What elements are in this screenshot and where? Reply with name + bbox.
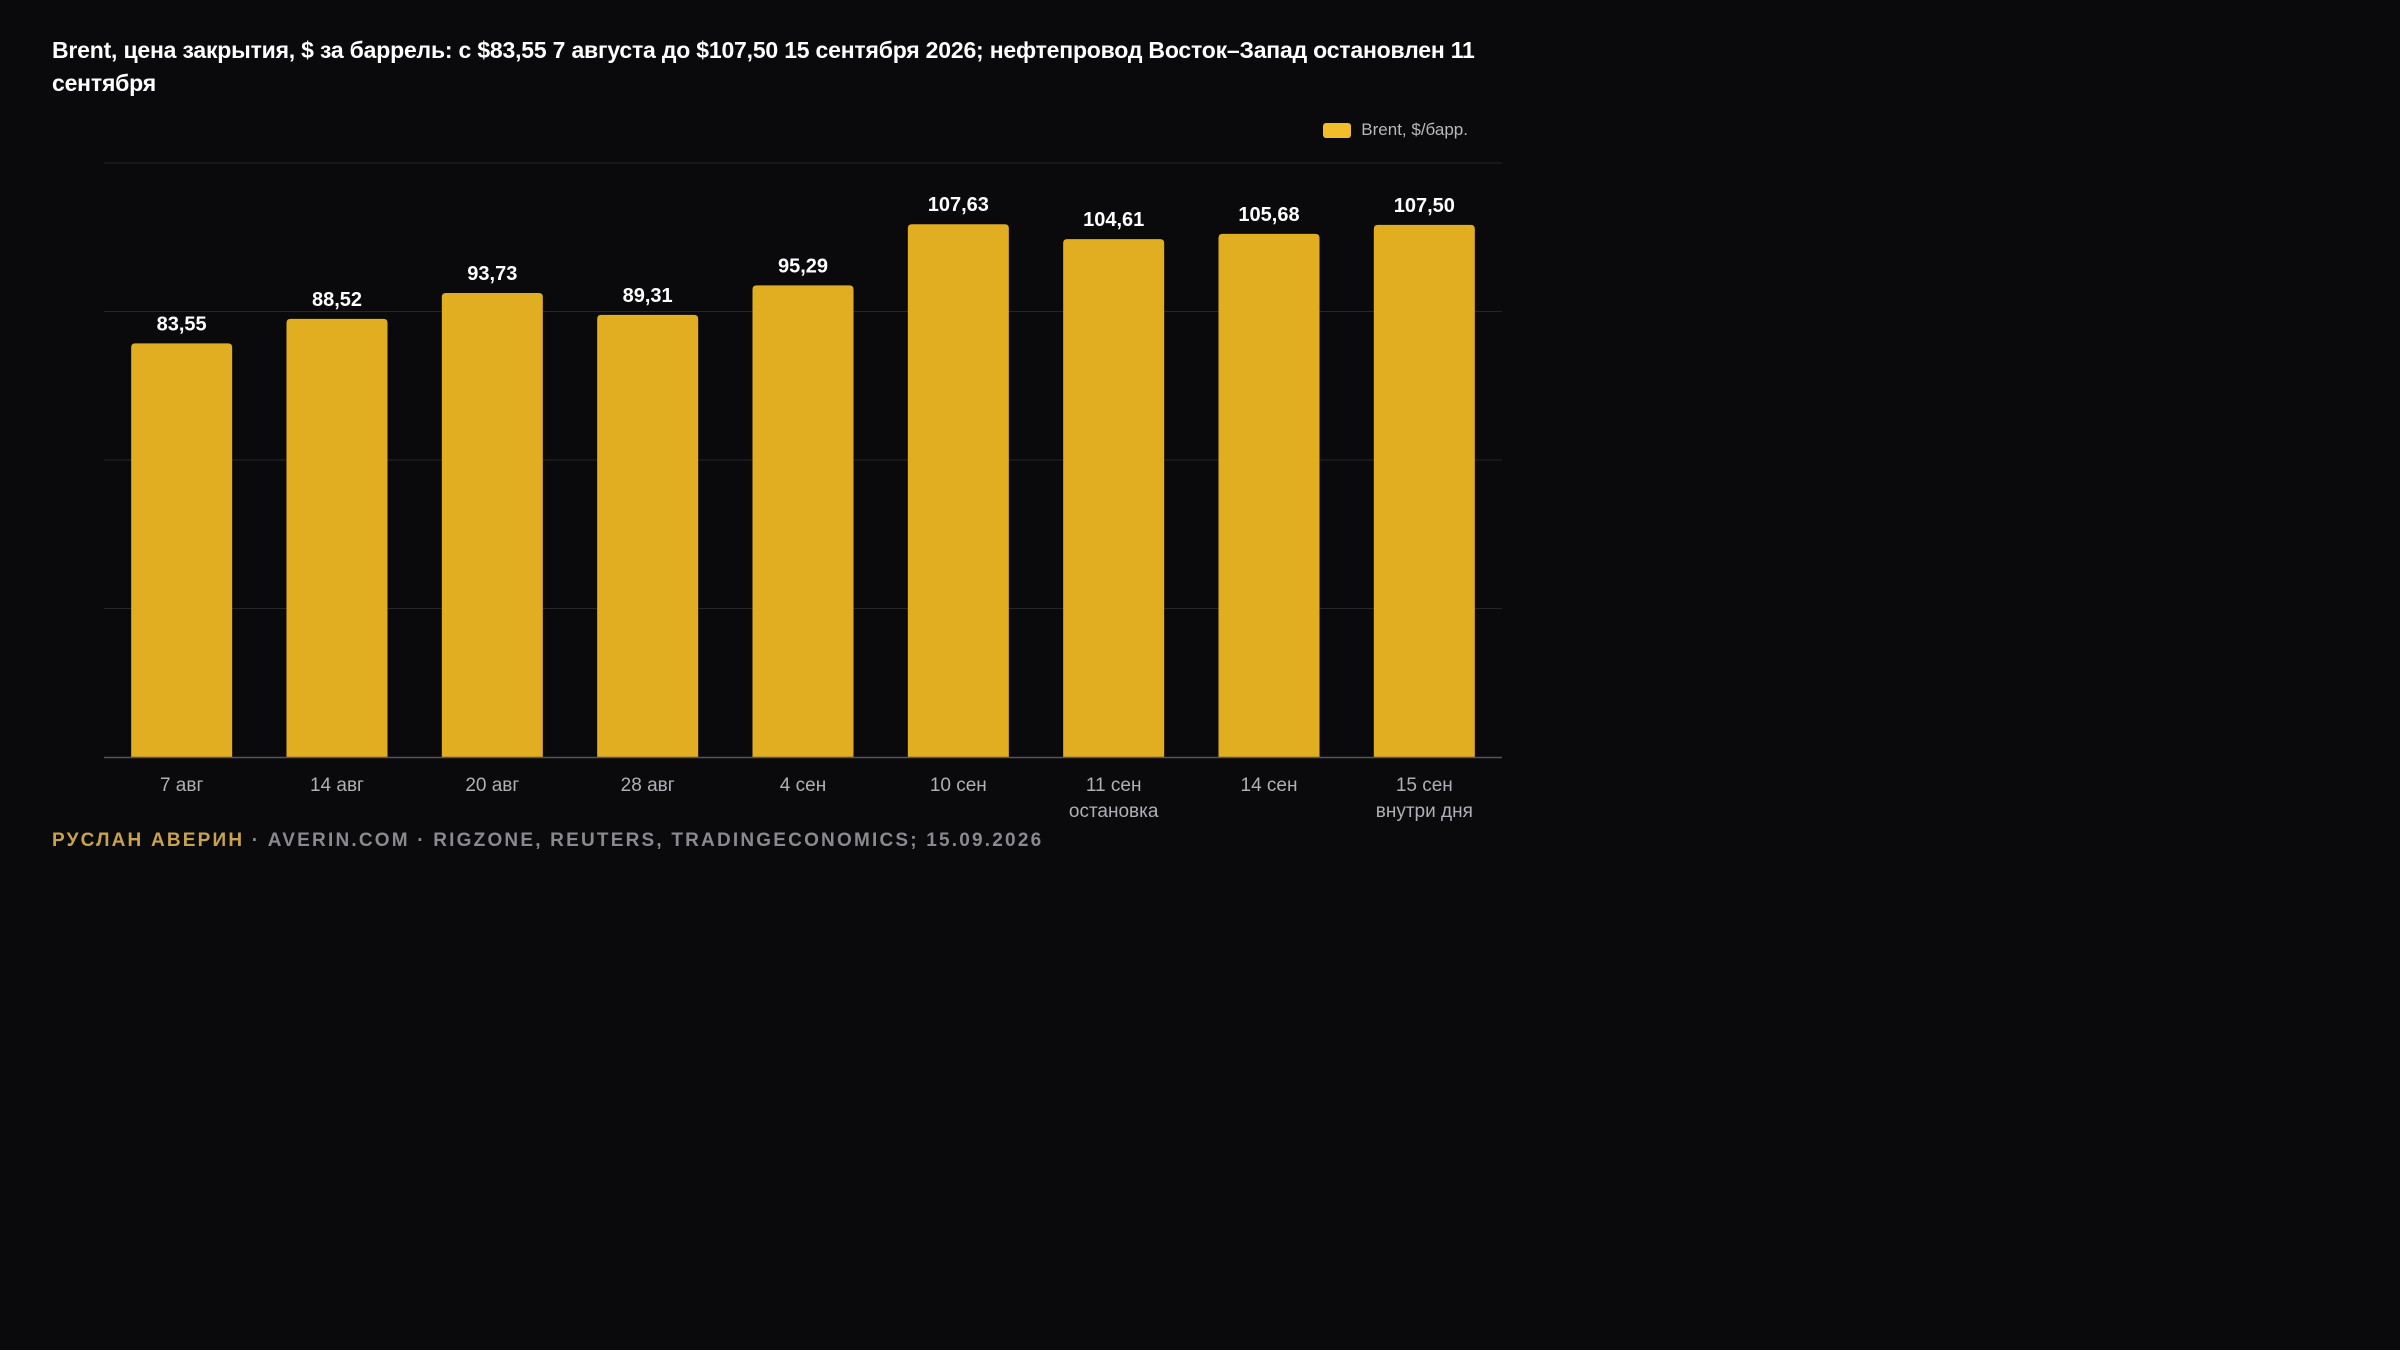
bar-2 <box>286 318 388 757</box>
x-tick-label-7: 11 сен <box>1086 775 1142 796</box>
legend-swatch <box>1323 122 1352 138</box>
bar-3 <box>441 293 543 757</box>
value-label-6: 107,63 <box>928 194 989 216</box>
value-label-3: 93,73 <box>467 263 517 285</box>
bar-4 <box>597 314 699 757</box>
x-tick-label-2: 14 авг <box>310 775 364 796</box>
x-tick-label-8: 14 сен <box>1241 775 1298 796</box>
x-tick-label-9-line2: внутри дня <box>1376 801 1473 822</box>
value-label-1: 83,55 <box>157 313 207 335</box>
footer-author: РУСЛАН АВЕРИН <box>52 830 245 851</box>
value-label-7: 104,61 <box>1083 209 1144 231</box>
legend: Brent, $/барр. <box>1323 120 1468 140</box>
x-tick-label-4: 28 авг <box>621 775 675 796</box>
x-tick-label-9: 15 сен <box>1396 775 1453 796</box>
value-label-8: 105,68 <box>1238 204 1299 226</box>
bar-chart: 83,55 7 авг 88,52 14 авг 93,73 20 авг 89,31 28 … <box>104 162 1502 822</box>
bar-6 <box>907 224 1009 757</box>
x-tick-label-6: 10 сен <box>930 775 987 796</box>
footer-sources: · AVERIN.COM · RIGZONE, REUTERS, TRADING… <box>244 830 1044 851</box>
x-tick-label-3: 20 авг <box>465 775 519 796</box>
bar-8 <box>1218 233 1320 757</box>
value-label-4: 89,31 <box>623 285 673 307</box>
value-label-2: 88,52 <box>312 289 362 311</box>
bar-1 <box>131 343 233 757</box>
x-tick-label-1: 7 авг <box>160 775 204 796</box>
value-label-5: 95,29 <box>778 255 828 277</box>
x-tick-label-5: 4 сен <box>780 775 826 796</box>
x-tick-label-7-line2: остановка <box>1069 801 1159 822</box>
chart-title: Brent, цена закрытия, $ за баррель: с $8… <box>52 37 1475 96</box>
value-label-9: 107,50 <box>1394 195 1455 217</box>
footer-credit: РУСЛАН АВЕРИН · AVERIN.COM · RIGZONE, RE… <box>52 830 1043 852</box>
legend-label: Brent, $/барр. <box>1361 120 1468 139</box>
bar-9 <box>1373 224 1475 757</box>
bar-7 <box>1063 239 1165 758</box>
bar-5 <box>752 285 854 757</box>
